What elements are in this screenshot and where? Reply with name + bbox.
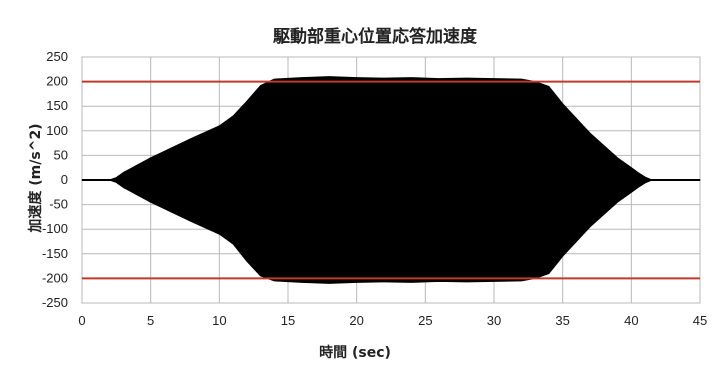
x-tick-label: 15 [281,313,295,328]
reference-lines [82,80,700,280]
y-tick-label: -100 [42,221,68,236]
x-tick-label: 10 [212,313,226,328]
x-tick-label: 35 [555,313,569,328]
y-tick-label: -200 [42,270,68,285]
tick-labels: 0 5 10 15 20 25 30 35 40 45 250 200 150 100 50 0 -50 -100… [42,49,707,328]
y-tick-label: 250 [46,49,68,64]
y-axis-label: 加速度 (m/s^2) [27,123,44,233]
y-tick-label: 50 [54,147,68,162]
y-tick-label: 0 [61,172,68,187]
x-tick-label: 20 [349,313,363,328]
x-tick-label: 45 [693,313,707,328]
y-tick-label: 150 [46,98,68,113]
x-tick-label: 0 [78,313,85,328]
x-tick-label: 30 [487,313,501,328]
x-tick-label: 5 [147,313,154,328]
x-tick-label: 40 [624,313,638,328]
y-tick-label: -50 [49,197,68,212]
plot-layer [81,76,701,284]
y-tick-label: 100 [46,123,68,138]
x-tick-label: 25 [418,313,432,328]
x-axis-label: 時間 (sec) [319,344,391,361]
chart-title: 駆動部重心位置応答加速度 [273,26,478,47]
y-tick-label: 200 [46,74,68,89]
y-tick-label: -150 [42,246,68,261]
y-tick-label: -250 [42,295,68,310]
